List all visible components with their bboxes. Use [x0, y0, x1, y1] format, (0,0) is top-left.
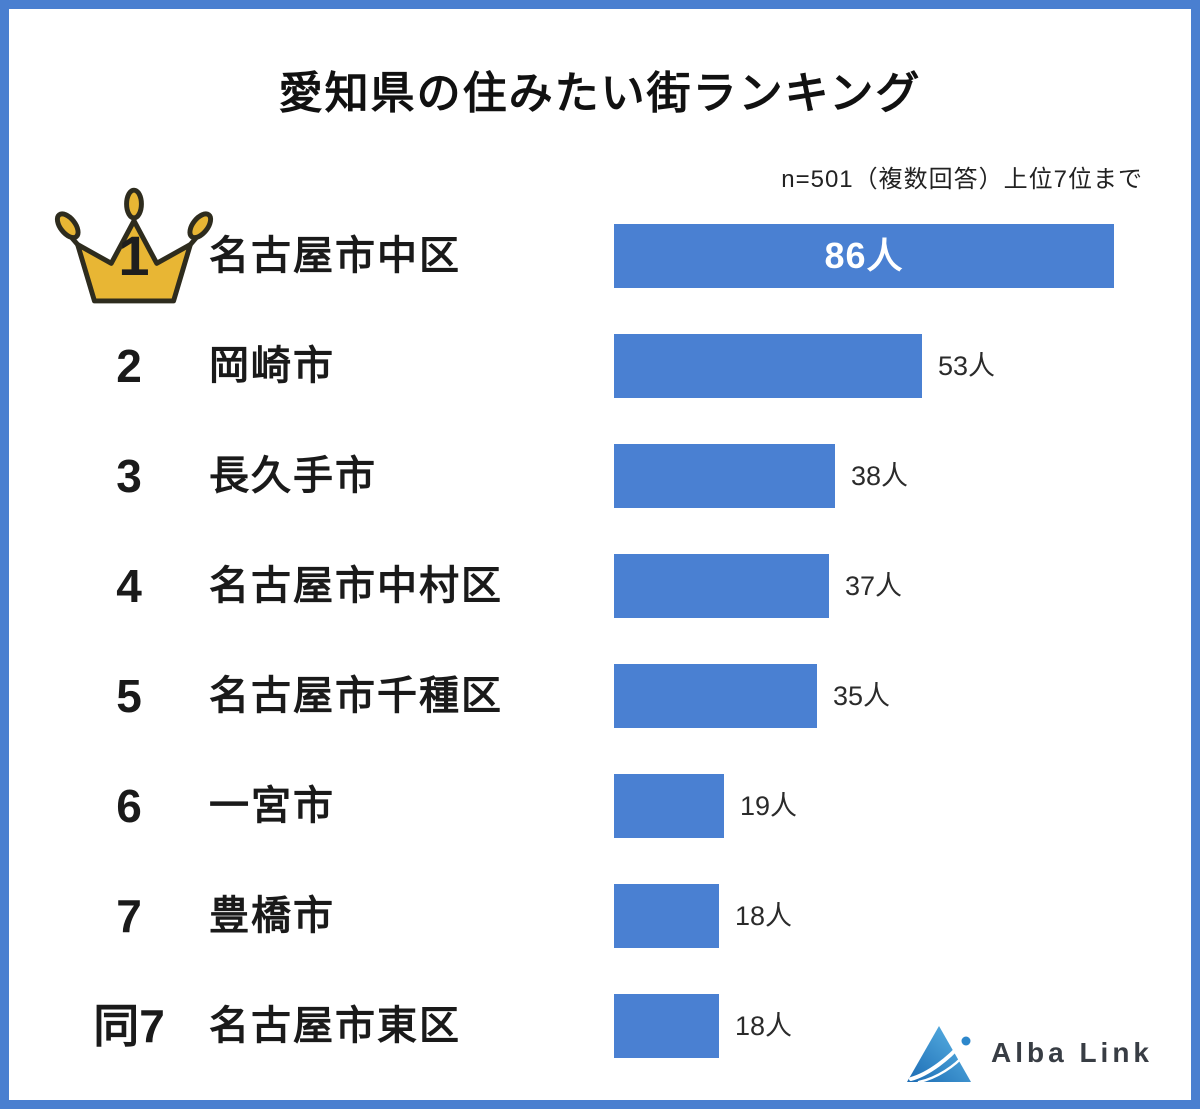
- city-name: 一宮市: [209, 784, 335, 828]
- alba-link-logo: Alba Link: [905, 1022, 1153, 1084]
- value-bar: 86人: [614, 224, 1114, 288]
- ranking-row: 7 豊橋市 18人: [9, 861, 1191, 971]
- alba-link-logo-icon: [906, 1026, 971, 1084]
- value-label-outside: 18人: [735, 1011, 793, 1041]
- value-bar: [614, 664, 817, 728]
- value-bar: [614, 334, 922, 398]
- ranking-row: 5 名古屋市千種区 35人: [9, 641, 1191, 751]
- rank-1-number: 1: [118, 224, 150, 287]
- crown-icon: 1: [45, 187, 223, 311]
- city-name: 豊橋市: [209, 894, 335, 938]
- city-name: 名古屋市東区: [209, 1004, 461, 1048]
- ranking-row: 1 1 名古屋市中区 86人: [9, 187, 1191, 311]
- rank-label: 7: [116, 890, 142, 942]
- value-bar: [614, 774, 724, 838]
- ranking-row: 3 長久手市 38人: [9, 421, 1191, 531]
- value-bar: [614, 444, 835, 508]
- city-name: 名古屋市千種区: [209, 674, 503, 718]
- city-name: 名古屋市中区: [209, 234, 461, 278]
- rank-label: 2: [116, 340, 142, 392]
- value-label-outside: 53人: [938, 351, 996, 381]
- value-label-outside: 37人: [845, 571, 903, 601]
- ranking-row: 6 一宮市 19人: [9, 751, 1191, 861]
- value-label-outside: 35人: [833, 681, 891, 711]
- value-bar: [614, 884, 719, 948]
- ranking-row: 2 岡崎市 53人: [9, 311, 1191, 421]
- page-title: 愛知県の住みたい街ランキング: [278, 69, 922, 118]
- value-label-outside: 19人: [740, 791, 798, 821]
- rank-label: 4: [116, 560, 142, 612]
- rank-label: 5: [116, 670, 142, 722]
- ranking-row: 4 名古屋市中村区 37人: [9, 531, 1191, 641]
- city-name: 岡崎市: [209, 344, 335, 388]
- value-label-outside: 18人: [735, 901, 793, 931]
- rank-label: 6: [116, 780, 142, 832]
- value-bar: [614, 994, 719, 1058]
- value-label-outside: 38人: [851, 461, 909, 491]
- city-name: 名古屋市中村区: [209, 564, 503, 608]
- value-label-inside: 86人: [824, 235, 904, 276]
- rank-label: 3: [116, 450, 142, 502]
- rank-label: 同7: [93, 1000, 165, 1052]
- ranking-row: 同7 名古屋市東区 18人: [9, 971, 1191, 1081]
- alba-link-logo-text: Alba Link: [990, 1037, 1153, 1068]
- ranking-list: 1 1 名古屋市中区 86人 2: [9, 187, 1191, 1081]
- value-bar: [614, 554, 829, 618]
- city-name: 長久手市: [209, 454, 377, 498]
- sample-size-note: n=501（複数回答）上位7位まで: [781, 166, 1143, 193]
